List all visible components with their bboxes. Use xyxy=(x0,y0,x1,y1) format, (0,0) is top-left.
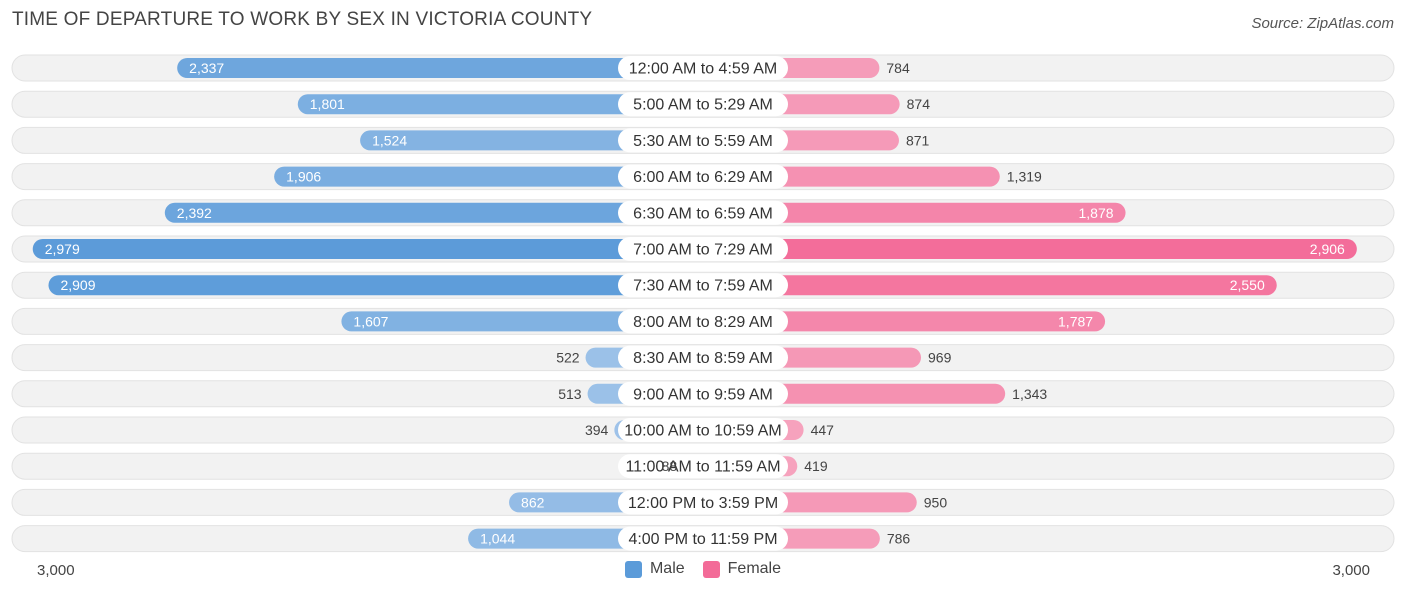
female-bar xyxy=(703,202,1126,223)
category-label: 9:00 AM to 9:59 AM xyxy=(633,386,773,403)
legend-label-female: Female xyxy=(727,560,782,577)
male-bar xyxy=(297,94,703,115)
male-value-label: 2,337 xyxy=(189,60,224,76)
category-label: 8:30 AM to 8:59 AM xyxy=(633,350,773,367)
male-value-label: 862 xyxy=(521,494,545,510)
female-value-label: 1,343 xyxy=(1012,386,1047,402)
chart-title: TIME OF DEPARTURE TO WORK BY SEX IN VICT… xyxy=(12,9,593,30)
female-value-label: 419 xyxy=(804,458,828,474)
female-value-label: 2,550 xyxy=(1230,277,1265,293)
female-value-label: 1,878 xyxy=(1079,205,1114,221)
category-label-bg xyxy=(618,273,788,298)
male-bar xyxy=(341,311,703,332)
axis-label-left: 3,000 xyxy=(37,562,75,579)
legend-item-female[interactable]: Female xyxy=(702,560,782,578)
male-bar xyxy=(32,239,704,259)
female-value-label: 2,906 xyxy=(1310,241,1345,257)
male-value-label: 2,392 xyxy=(177,205,212,221)
category-label: 7:30 AM to 7:59 AM xyxy=(633,278,773,295)
male-value-label: 2,979 xyxy=(45,241,80,257)
female-value-label: 871 xyxy=(906,132,930,148)
category-label-bg xyxy=(618,381,788,406)
category-label: 7:00 AM to 7:29 AM xyxy=(633,242,773,259)
female-value-label: 1,319 xyxy=(1007,169,1042,185)
male-value-label: 394 xyxy=(585,422,609,438)
category-label-bg xyxy=(618,345,788,370)
male-value-label: 1,044 xyxy=(480,531,515,547)
male-value-label: 1,607 xyxy=(353,313,388,329)
category-label-bg xyxy=(618,56,788,80)
legend-label-male: Male xyxy=(649,560,685,577)
male-bar xyxy=(177,58,704,78)
category-label-bg xyxy=(618,490,788,515)
source-note: Source: ZipAtlas.com xyxy=(1251,15,1394,32)
category-label: 12:00 AM to 4:59 AM xyxy=(629,61,778,78)
female-value-label: 969 xyxy=(928,350,952,366)
female-value-label: 784 xyxy=(886,60,910,76)
female-value-label: 950 xyxy=(924,494,948,510)
male-value-label: 1,906 xyxy=(286,169,321,185)
category-label: 4:00 PM to 11:59 PM xyxy=(628,531,777,548)
category-label-bg xyxy=(618,200,788,225)
category-label-bg xyxy=(618,237,788,261)
category-label-bg xyxy=(618,92,788,117)
category-label: 6:00 AM to 6:29 AM xyxy=(633,169,773,186)
legend-item-male[interactable]: Male xyxy=(624,560,685,578)
female-value-label: 1,787 xyxy=(1058,313,1093,329)
category-label: 8:00 AM to 8:29 AM xyxy=(633,314,773,331)
male-value-label: 1,524 xyxy=(372,132,407,148)
category-label-bg xyxy=(618,526,788,551)
female-swatch xyxy=(702,560,720,578)
category-label-bg xyxy=(618,454,788,479)
category-label-bg xyxy=(618,309,788,334)
male-value-label: 513 xyxy=(558,386,582,402)
female-bar xyxy=(703,239,1357,259)
category-label: 10:00 AM to 10:59 AM xyxy=(624,423,781,440)
male-value-label: 522 xyxy=(556,350,580,366)
category-label: 12:00 PM to 3:59 PM xyxy=(628,495,778,512)
female-value-label: 874 xyxy=(907,96,931,112)
axis-label-right: 3,000 xyxy=(1332,562,1370,579)
category-label-bg xyxy=(618,418,788,442)
male-bar xyxy=(164,202,704,223)
female-value-label: 786 xyxy=(887,531,911,547)
female-bar xyxy=(703,311,1106,332)
male-swatch xyxy=(624,560,642,578)
category-label: 5:30 AM to 5:59 AM xyxy=(633,133,773,150)
male-value-label: 88 xyxy=(662,458,678,474)
female-value-label: 447 xyxy=(811,422,835,438)
male-bar xyxy=(274,166,703,187)
female-bar xyxy=(703,275,1277,296)
category-label-bg xyxy=(618,128,788,153)
male-value-label: 2,909 xyxy=(60,277,95,293)
male-bar xyxy=(360,130,703,151)
category-label: 11:00 AM to 11:59 AM xyxy=(625,459,780,476)
category-label-bg xyxy=(618,164,788,189)
legend: Male Female xyxy=(0,560,1406,578)
male-value-label: 1,801 xyxy=(310,96,345,112)
category-label: 5:00 AM to 5:29 AM xyxy=(633,97,773,114)
male-bar xyxy=(48,275,704,296)
category-label: 6:30 AM to 6:59 AM xyxy=(633,205,773,222)
